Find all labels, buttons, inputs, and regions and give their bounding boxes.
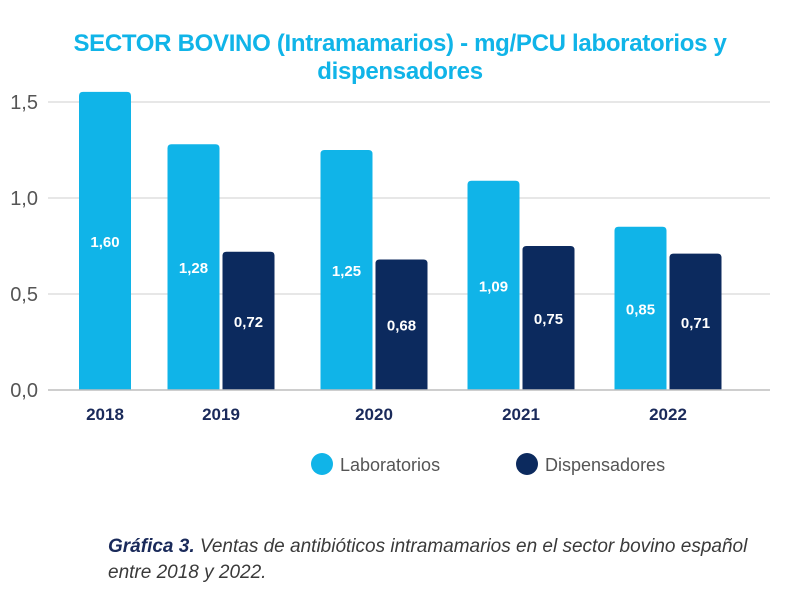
data-label: 1,09 bbox=[479, 278, 508, 295]
legend-label: Laboratorios bbox=[340, 455, 440, 475]
data-label: 1,25 bbox=[332, 263, 361, 280]
legend-marker bbox=[311, 453, 333, 475]
x-tick-label: 2020 bbox=[355, 405, 393, 424]
caption-text: Ventas de antibióticos intramamarios en … bbox=[108, 536, 748, 583]
x-tick-label: 2018 bbox=[86, 405, 124, 424]
caption-label: Gráfica 3. bbox=[108, 536, 195, 557]
data-label: 0,71 bbox=[681, 315, 710, 332]
figure-caption: Gráfica 3. Ventas de antibióticos intram… bbox=[108, 534, 748, 586]
data-label: 0,72 bbox=[234, 314, 263, 331]
bar-dispensadores bbox=[375, 259, 428, 390]
legend-label: Dispensadores bbox=[545, 455, 665, 475]
bar-laboratorios bbox=[320, 150, 373, 390]
y-tick-label: 1,5 bbox=[10, 92, 38, 114]
bar-dispensadores bbox=[222, 251, 275, 390]
data-label: 0,75 bbox=[534, 311, 563, 328]
bar-laboratorios bbox=[467, 180, 520, 390]
data-label: 0,85 bbox=[626, 301, 655, 318]
x-tick-label: 2019 bbox=[202, 405, 240, 424]
bar-laboratorios bbox=[167, 144, 220, 390]
bar-laboratorios bbox=[79, 91, 131, 391]
data-label: 1,60 bbox=[90, 234, 119, 251]
data-label: 1,28 bbox=[179, 260, 208, 277]
x-tick-label: 2021 bbox=[502, 405, 540, 424]
y-tick-label: 0,5 bbox=[10, 284, 38, 306]
y-tick-label: 0,0 bbox=[10, 380, 38, 402]
data-label: 0,68 bbox=[387, 318, 416, 335]
bar-dispensadores bbox=[522, 246, 575, 390]
x-tick-label: 2022 bbox=[649, 405, 687, 424]
legend-marker bbox=[516, 453, 538, 475]
y-tick-label: 1,0 bbox=[10, 188, 38, 210]
bar-laboratorios bbox=[614, 226, 667, 390]
chart-title: SECTOR BOVINO (Intramamarios) - mg/PCU l… bbox=[73, 30, 727, 85]
bar-dispensadores bbox=[669, 253, 722, 390]
